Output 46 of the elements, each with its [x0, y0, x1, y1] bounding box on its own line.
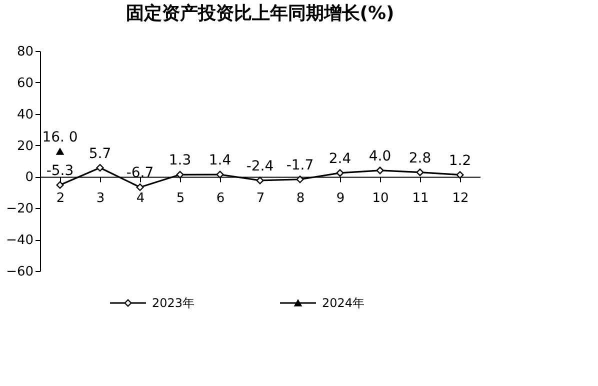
data-label: -6.7	[126, 165, 154, 182]
y-tick-label: 60	[16, 76, 34, 91]
y-tick-label: 40	[16, 107, 34, 122]
point	[56, 181, 64, 189]
x-tick-label: 9	[336, 191, 345, 206]
point	[216, 170, 224, 178]
point	[296, 176, 304, 184]
data-label: 5.7	[88, 146, 112, 162]
x-tick-label: 10	[372, 191, 389, 206]
x-tick-label: 7	[256, 191, 265, 206]
x-tick-label: 3	[96, 191, 105, 206]
x-tick-label: 2	[56, 191, 65, 206]
point	[376, 166, 384, 174]
legend-label: 2024年	[322, 296, 365, 310]
y-tick-label: 20	[16, 138, 34, 154]
x-tick-label: 12	[452, 191, 469, 206]
data-label: 16. 0	[42, 130, 78, 146]
data-label: 2.4	[328, 150, 352, 167]
x-tick-label: 6	[216, 191, 225, 206]
chart-title: 固定资产投资比上年同期增长(%)	[126, 3, 394, 24]
x-tick-label: 5	[176, 191, 185, 206]
y-tick-label: −60	[6, 264, 34, 280]
data-label: -1.7	[286, 157, 314, 174]
data-label: 1.2	[448, 152, 472, 169]
legend-label: 2023年	[152, 296, 195, 310]
data-label: -5.3	[46, 163, 74, 180]
data-label: -2.4	[246, 158, 274, 174]
y-tick-label: 0	[25, 170, 34, 186]
x-tick-label: 11	[412, 191, 429, 206]
data-label: 1.3	[168, 152, 192, 169]
x-tick-label: 8	[296, 191, 305, 206]
data-label: 2.8	[408, 150, 432, 166]
data-label: 1.4	[208, 152, 232, 169]
point	[416, 168, 424, 176]
y-tick-label: −20	[6, 202, 34, 217]
point	[256, 176, 264, 184]
x-tick-label: 4	[136, 191, 145, 206]
point	[56, 148, 64, 155]
point	[136, 183, 144, 192]
point	[456, 171, 464, 179]
y-tick-label: 80	[16, 44, 34, 60]
y-tick-label: −40	[6, 233, 34, 248]
point	[96, 164, 104, 172]
point	[176, 170, 184, 178]
point	[336, 169, 344, 177]
data-label: 4.0	[368, 148, 392, 164]
